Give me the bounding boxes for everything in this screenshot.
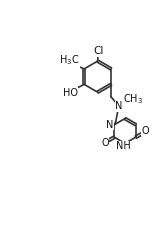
Text: O: O [101, 138, 109, 148]
Text: CH$_3$: CH$_3$ [123, 92, 143, 106]
Text: N: N [106, 120, 113, 130]
Text: Cl: Cl [93, 46, 104, 56]
Text: N: N [115, 101, 122, 111]
Text: H$_3$C: H$_3$C [59, 53, 80, 67]
Text: HO: HO [63, 88, 78, 98]
Text: O: O [141, 126, 149, 136]
Text: NH: NH [116, 142, 131, 151]
